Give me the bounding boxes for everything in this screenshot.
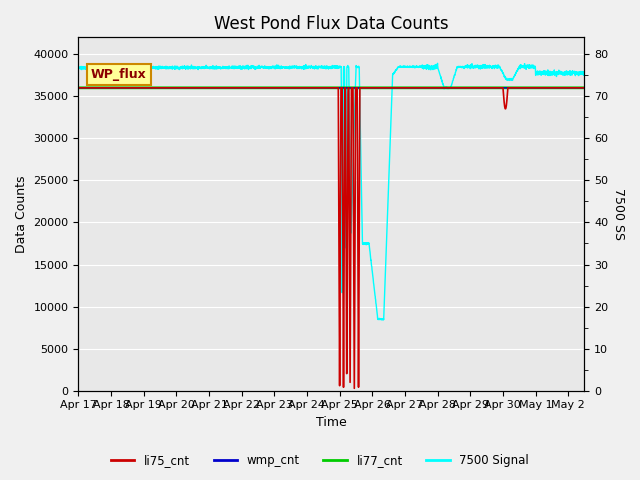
Y-axis label: Data Counts: Data Counts <box>15 175 28 253</box>
Title: West Pond Flux Data Counts: West Pond Flux Data Counts <box>214 15 449 33</box>
Legend: li75_cnt, wmp_cnt, li77_cnt, 7500 Signal: li75_cnt, wmp_cnt, li77_cnt, 7500 Signal <box>106 449 534 472</box>
Y-axis label: 7500 SS: 7500 SS <box>612 188 625 240</box>
X-axis label: Time: Time <box>316 416 347 429</box>
Text: WP_flux: WP_flux <box>91 68 147 81</box>
